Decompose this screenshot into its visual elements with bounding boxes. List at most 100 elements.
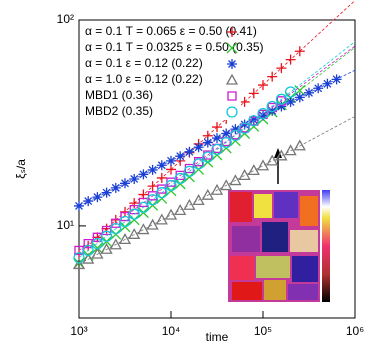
point	[238, 122, 251, 134]
point	[248, 114, 259, 125]
point	[91, 247, 104, 259]
point	[119, 178, 130, 189]
point	[119, 206, 130, 217]
grain	[230, 192, 252, 222]
point	[129, 198, 140, 209]
legend-label: α = 0.1 T = 0.065 ε = 0.50 (0.41)	[85, 24, 257, 38]
point	[266, 154, 279, 166]
legend-bg	[81, 88, 241, 104]
legend-bg	[81, 104, 241, 120]
legend-marker	[227, 91, 237, 101]
legend-marker	[225, 73, 239, 85]
point	[101, 187, 112, 198]
point	[202, 151, 214, 163]
point	[229, 129, 242, 142]
fit-line	[78, 116, 356, 265]
point	[248, 115, 260, 127]
grain	[256, 256, 290, 278]
point	[239, 96, 250, 107]
x-tick-label: 10⁶	[346, 324, 364, 338]
point	[110, 228, 122, 240]
point	[331, 74, 342, 85]
point	[210, 183, 224, 195]
grain	[274, 192, 298, 218]
point	[275, 93, 288, 105]
plot-frame	[78, 19, 356, 319]
y-tick-label: 10¹	[57, 218, 74, 232]
legend-label: MBD1 (0.36)	[85, 88, 153, 102]
point	[147, 164, 158, 175]
point	[285, 96, 296, 107]
point	[165, 179, 177, 192]
point	[230, 124, 241, 135]
legend-bg	[81, 40, 241, 56]
point	[212, 122, 222, 133]
point	[109, 238, 122, 250]
point	[184, 146, 195, 157]
legend-label: MBD2 (0.35)	[85, 104, 153, 118]
point	[137, 201, 150, 213]
point	[100, 242, 113, 254]
grain	[254, 194, 272, 218]
legend-bg	[81, 24, 241, 40]
point	[83, 196, 94, 207]
point	[258, 110, 268, 121]
legend-marker	[226, 42, 238, 54]
point	[293, 139, 306, 151]
point	[129, 173, 140, 184]
point	[119, 215, 131, 228]
point	[111, 218, 121, 228]
point	[82, 244, 94, 257]
point	[257, 108, 269, 120]
point	[211, 143, 223, 156]
point	[275, 149, 288, 161]
point	[294, 46, 305, 57]
point	[313, 83, 324, 94]
point	[155, 213, 168, 225]
x-axis-label: time	[206, 330, 229, 344]
point	[100, 230, 113, 242]
point	[138, 169, 149, 180]
colorbar	[322, 190, 330, 302]
point	[174, 204, 187, 215]
legend-marker	[227, 59, 237, 69]
point	[110, 182, 121, 193]
point	[183, 165, 196, 177]
point	[184, 163, 195, 174]
point	[212, 133, 222, 144]
point	[220, 179, 233, 191]
point	[248, 88, 259, 99]
grain	[290, 230, 318, 252]
x-tick-label: 10⁵	[254, 324, 272, 338]
point	[258, 80, 268, 91]
x-tick-label: 10⁴	[162, 324, 181, 338]
grain	[232, 282, 262, 300]
grain	[264, 280, 286, 300]
x-tick-label: 10³	[70, 324, 87, 338]
point	[322, 78, 333, 89]
point	[174, 172, 186, 185]
point	[166, 155, 176, 166]
legend-marker	[226, 106, 238, 118]
grain	[230, 256, 254, 280]
point	[156, 187, 168, 199]
point	[164, 208, 178, 220]
point	[238, 169, 251, 180]
legend-bg	[81, 56, 241, 72]
point	[166, 164, 176, 175]
point	[156, 192, 168, 204]
grain	[232, 226, 260, 252]
point	[221, 128, 232, 139]
point	[146, 218, 159, 230]
y-tick-label: 10²	[57, 12, 74, 26]
fit-line	[78, 41, 356, 258]
point	[73, 252, 85, 264]
point	[175, 151, 186, 162]
arrow-head	[274, 148, 282, 158]
legend-label: α = 0.1 T = 0.0325 ε = 0.50 (0.35)	[85, 40, 264, 54]
point	[193, 142, 204, 153]
point	[192, 194, 205, 206]
point	[156, 160, 167, 171]
point	[156, 172, 167, 183]
